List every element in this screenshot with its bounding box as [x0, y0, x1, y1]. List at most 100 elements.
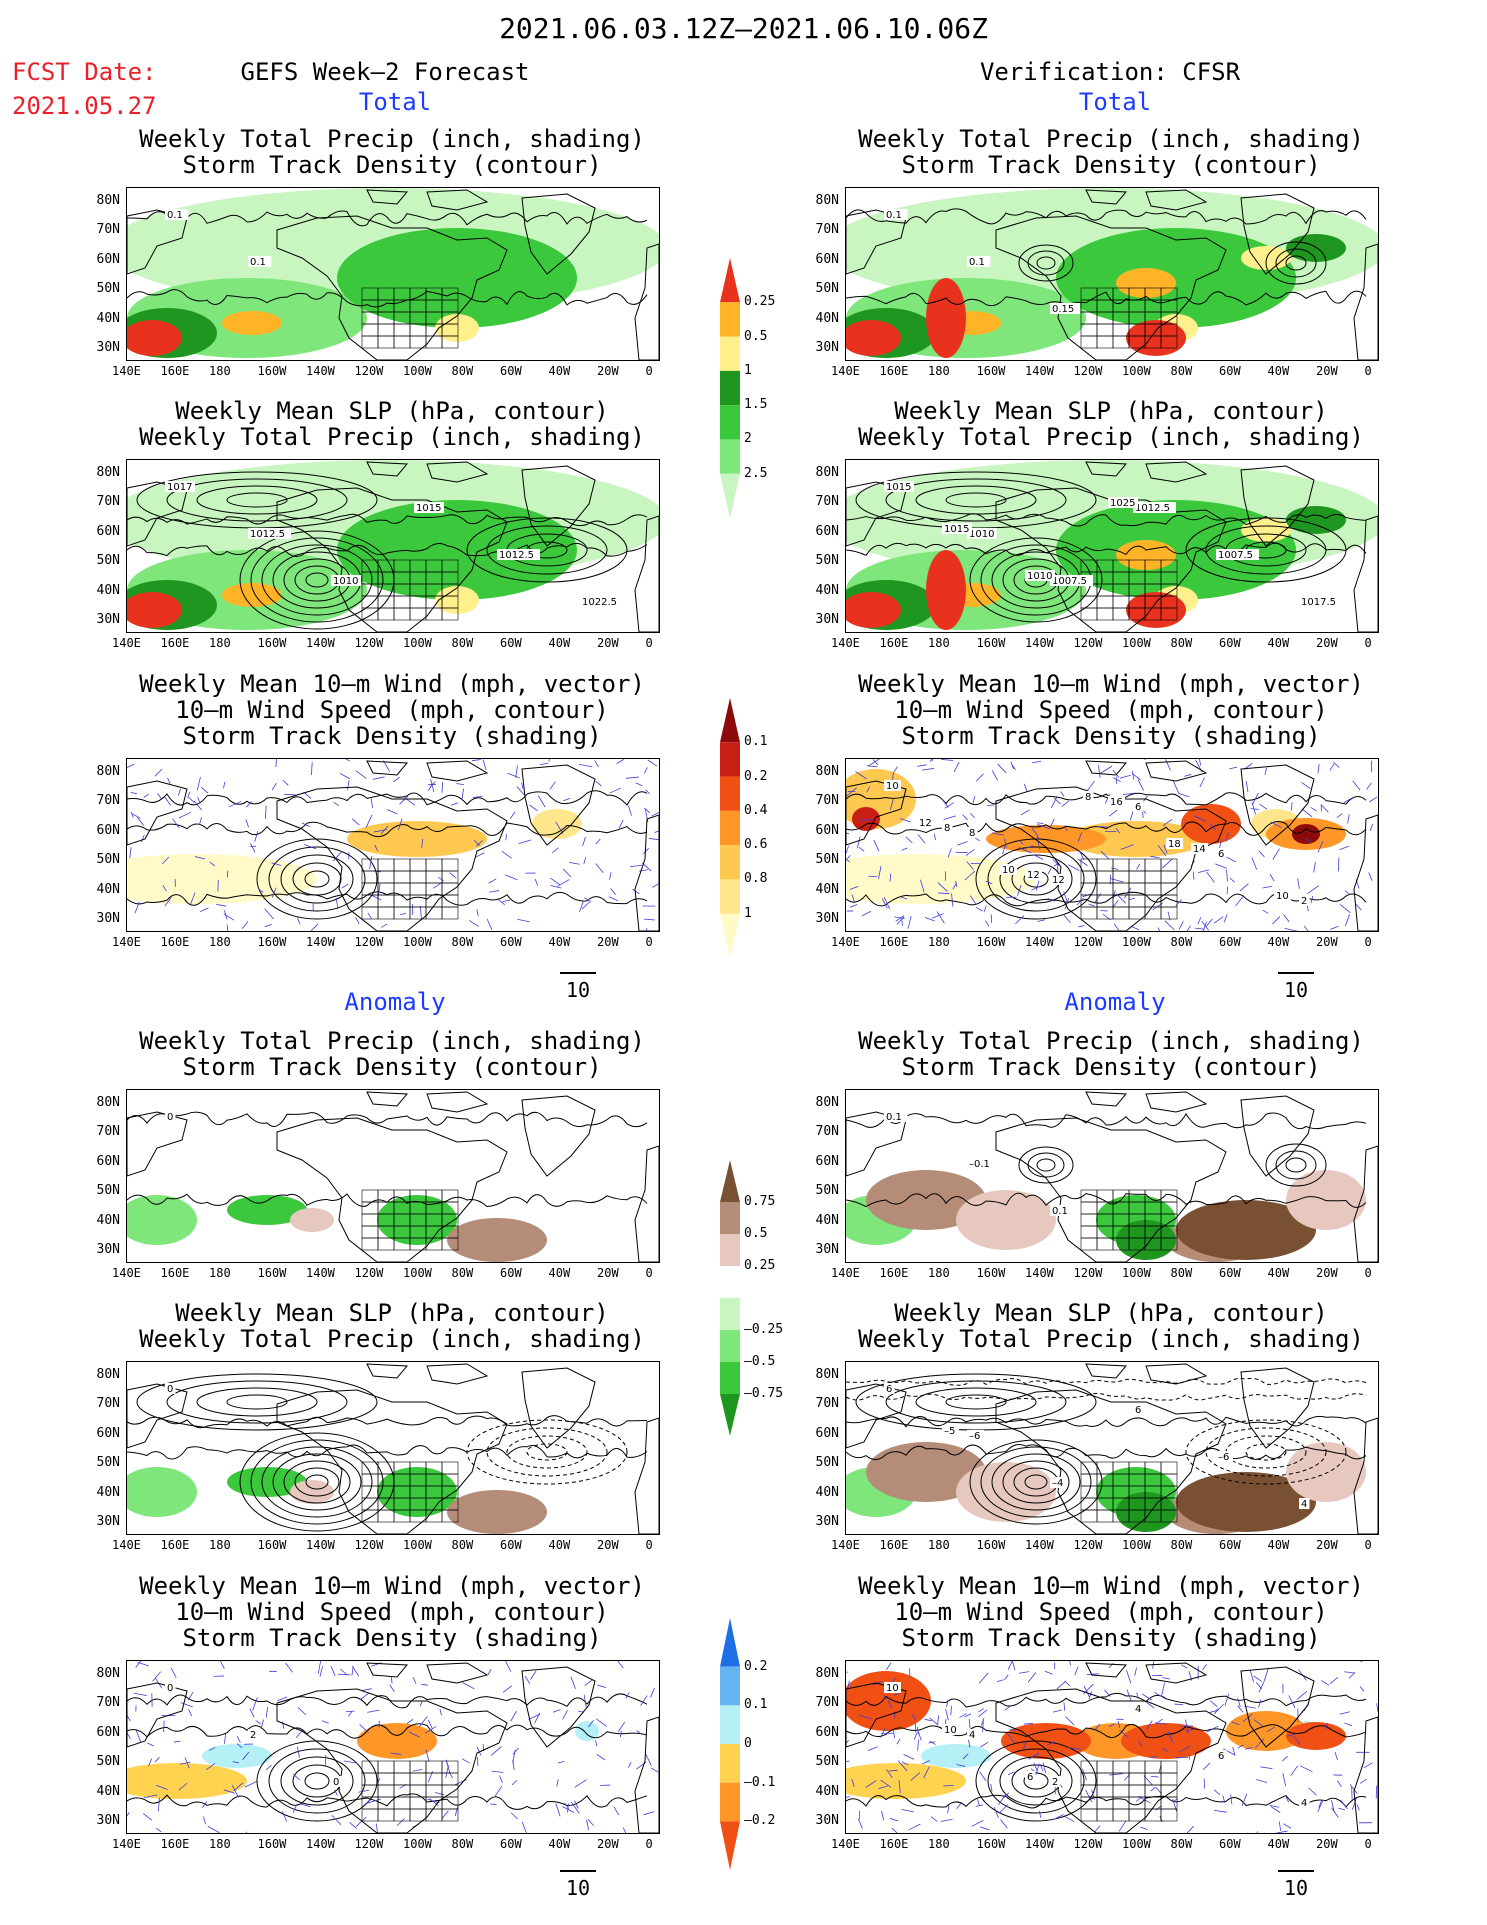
- lat-label-gefs-total-slp: 80N: [96, 465, 120, 480]
- map-canvas-cfsr-total-slp: 101510101007.51012.51007.51017.510151010…: [846, 460, 1378, 632]
- panel-title-gefs-anom-wind-1: Weekly Mean 10–m Wind (mph, vector): [139, 1572, 645, 1600]
- lat-label-cfsr-total-precip: 40N: [815, 310, 839, 326]
- svg-text:1017.5: 1017.5: [1301, 597, 1336, 608]
- lat-label-cfsr-anom-precip: 40N: [815, 1212, 839, 1228]
- svg-text:4: 4: [1301, 1499, 1307, 1510]
- lon-label-gefs-total-wind: 100W: [403, 935, 432, 949]
- lon-label-gefs-anom-wind: 60W: [500, 1837, 522, 1851]
- svg-text:2: 2: [250, 1730, 256, 1741]
- lon-label-gefs-anom-wind: 140E: [112, 1837, 141, 1851]
- svg-text:8: 8: [1085, 792, 1091, 803]
- lon-label-gefs-total-wind: 160W: [257, 935, 287, 949]
- lon-label-gefs-anom-wind: 140W: [306, 1837, 335, 1851]
- lat-label-cfsr-total-wind: 40N: [815, 881, 839, 897]
- map-panel-gefs-anom-slp: 0: [126, 1361, 660, 1535]
- lon-label-cfsr-anom-wind: 0: [1364, 1837, 1372, 1851]
- lon-label-gefs-total-precip: 140W: [306, 364, 335, 378]
- lon-label-cfsr-total-wind: 0: [1364, 935, 1372, 949]
- colorbar-label-precip_total: 0.25: [744, 294, 776, 310]
- lon-label-cfsr-anom-slp: 40W: [1267, 1538, 1290, 1552]
- lon-label-cfsr-total-slp: 20W: [1316, 636, 1338, 650]
- lon-label-cfsr-anom-wind: 160W: [976, 1837, 1006, 1851]
- lat-label-gefs-total-wind: 30N: [96, 911, 120, 926]
- map-panel-cfsr-anom-wind: 10 4 2 4 6 4 10 6: [845, 1660, 1379, 1834]
- lon-label-cfsr-total-wind: 160W: [976, 935, 1006, 949]
- panel-title-cfsr-total-wind-1: Weekly Mean 10–m Wind (mph, vector): [858, 670, 1364, 698]
- lon-label-cfsr-total-precip: 120W: [1073, 364, 1103, 378]
- svg-text:1017: 1017: [167, 482, 192, 493]
- svg-text:1010: 1010: [969, 529, 994, 540]
- lon-label-gefs-anom-precip: 160E: [160, 1266, 190, 1280]
- lon-label-gefs-total-wind: 40W: [548, 935, 571, 949]
- lat-label-cfsr-anom-slp: 60N: [815, 1425, 839, 1441]
- lon-label-gefs-anom-slp: 120W: [354, 1538, 384, 1552]
- lon-label-cfsr-anom-precip: 120W: [1073, 1266, 1103, 1280]
- lat-label-gefs-anom-slp: 80N: [96, 1367, 120, 1382]
- svg-text:1012.5: 1012.5: [250, 529, 285, 540]
- panel-title-gefs-anom-slp-2: Weekly Total Precip (inch, shading): [139, 1325, 645, 1353]
- lon-label-cfsr-anom-wind: 140W: [1025, 1837, 1054, 1851]
- lat-label-cfsr-total-wind: 80N: [815, 764, 839, 779]
- lat-label-cfsr-anom-precip: 50N: [815, 1183, 839, 1199]
- lon-label-cfsr-total-wind: 120W: [1073, 935, 1103, 949]
- svg-text:–4: –4: [1052, 1478, 1063, 1489]
- panel-title-gefs-total-wind-3: Storm Track Density (shading): [182, 722, 602, 750]
- vector-ref-arrow-4: [1278, 1870, 1314, 1872]
- lat-label-cfsr-total-precip: 80N: [815, 193, 839, 208]
- lon-label-gefs-total-precip: 160E: [160, 364, 190, 378]
- lon-label-gefs-total-precip: 120W: [354, 364, 384, 378]
- lon-label-gefs-total-wind: 120W: [354, 935, 384, 949]
- lon-label-cfsr-anom-slp: 160W: [976, 1538, 1006, 1552]
- lat-label-cfsr-anom-slp: 40N: [815, 1484, 839, 1500]
- svg-text:0: 0: [333, 1777, 339, 1788]
- panel-title-cfsr-anom-precip-2: Storm Track Density (contour): [901, 1053, 1321, 1081]
- lon-label-gefs-anom-precip: 140E: [112, 1266, 141, 1280]
- lat-label-gefs-anom-precip: 70N: [96, 1124, 120, 1140]
- lon-label-cfsr-total-slp: 160E: [879, 636, 909, 650]
- lon-label-cfsr-total-precip: 0: [1364, 364, 1372, 378]
- lon-label-cfsr-anom-wind: 80W: [1170, 1837, 1193, 1851]
- lon-label-gefs-anom-wind: 20W: [597, 1837, 619, 1851]
- lat-label-gefs-total-wind: 80N: [96, 764, 120, 779]
- svg-text:0.1: 0.1: [167, 210, 183, 221]
- lon-label-gefs-total-precip: 20W: [597, 364, 619, 378]
- lon-label-cfsr-total-wind: 180: [928, 935, 950, 949]
- svg-text:6: 6: [1027, 1772, 1033, 1783]
- lat-label-gefs-anom-wind: 50N: [96, 1754, 120, 1770]
- lat-label-cfsr-total-slp: 30N: [815, 612, 839, 627]
- fcst-date-value: 2021.05.27: [12, 92, 157, 120]
- lon-label-gefs-total-wind: 20W: [597, 935, 619, 949]
- lon-label-gefs-total-slp: 160W: [257, 636, 287, 650]
- lon-label-gefs-anom-precip: 20W: [597, 1266, 619, 1280]
- svg-text:4: 4: [1301, 1798, 1307, 1809]
- lon-label-gefs-total-slp: 0: [645, 636, 653, 650]
- lon-label-cfsr-anom-wind: 60W: [1219, 1837, 1241, 1851]
- map-panel-gefs-anom-wind: 0 2 0: [126, 1660, 660, 1834]
- lon-label-cfsr-total-slp: 40W: [1267, 636, 1290, 650]
- lon-label-gefs-anom-slp: 40W: [548, 1538, 571, 1552]
- svg-text:–6: –6: [1218, 1452, 1229, 1463]
- map-canvas-cfsr-anom-precip: 0.1 –0.1 0.1: [846, 1091, 1378, 1262]
- lon-label-cfsr-anom-wind: 160E: [879, 1837, 909, 1851]
- svg-text:6: 6: [1218, 1751, 1224, 1762]
- lon-label-cfsr-anom-precip: 40W: [1267, 1266, 1290, 1280]
- svg-text:1015: 1015: [416, 503, 441, 514]
- lat-label-gefs-anom-wind: 30N: [96, 1813, 120, 1828]
- lat-label-gefs-total-slp: 60N: [96, 523, 120, 539]
- lat-label-cfsr-anom-wind: 60N: [815, 1724, 839, 1740]
- lat-label-gefs-anom-precip: 30N: [96, 1242, 120, 1257]
- lon-label-gefs-total-precip: 80W: [451, 364, 474, 378]
- svg-text:1015: 1015: [944, 524, 969, 535]
- lon-label-gefs-anom-slp: 140E: [112, 1538, 141, 1552]
- lon-label-cfsr-anom-precip: 60W: [1219, 1266, 1241, 1280]
- lat-label-gefs-anom-wind: 80N: [96, 1666, 120, 1681]
- lat-label-gefs-anom-wind: 40N: [96, 1783, 120, 1799]
- svg-text:16: 16: [1110, 797, 1123, 808]
- lon-label-gefs-total-slp: 80W: [451, 636, 474, 650]
- lon-label-cfsr-total-wind: 140W: [1025, 935, 1054, 949]
- map-canvas-gefs-anom-wind: 0 2 0: [127, 1661, 659, 1833]
- map-panel-cfsr-total-slp: 1015 1010 1007.5 1012.5 1007.5 1017.5 1015 1010…: [845, 459, 1379, 633]
- svg-text:12: 12: [919, 818, 932, 829]
- lon-label-gefs-anom-precip: 160W: [257, 1266, 287, 1280]
- lat-label-cfsr-anom-wind: 70N: [815, 1695, 839, 1711]
